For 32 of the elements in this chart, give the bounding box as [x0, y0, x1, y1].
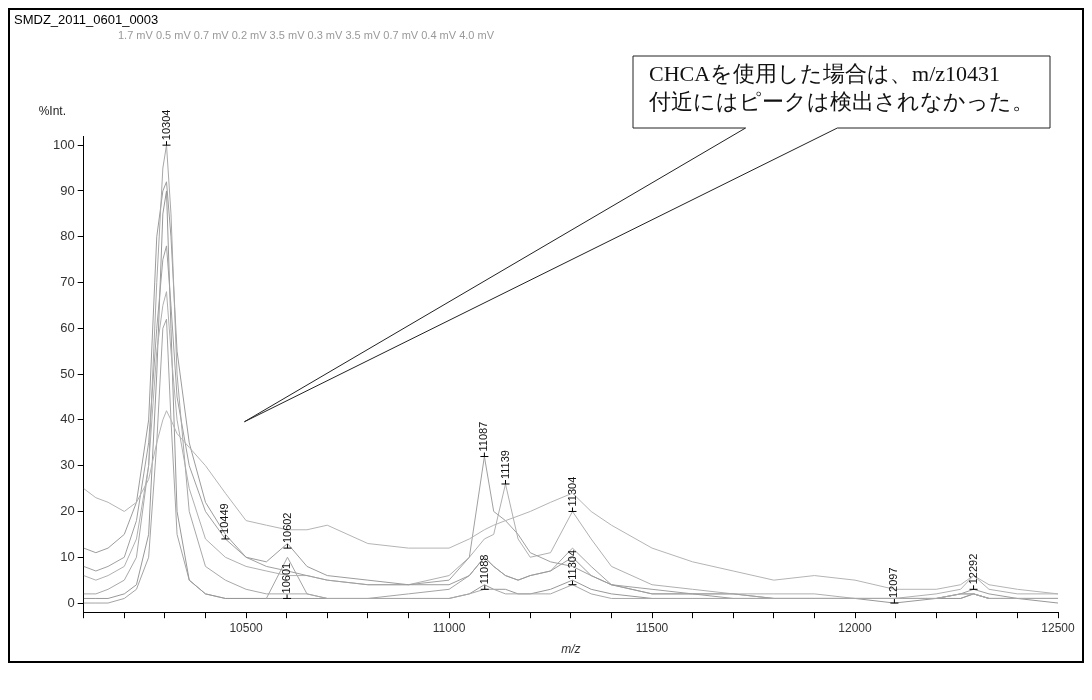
text: CHCAを使用した場合は、m/z10431 付近にはピークは検出されなかった。	[648, 60, 1034, 114]
chart-title: SMDZ_2011_0601_0003	[13, 11, 160, 27]
x-tick-label: 11500	[635, 620, 669, 635]
x-tick-label: 10500	[229, 620, 264, 635]
annotation: 12097	[887, 567, 900, 599]
x-tick-label: 11000	[432, 620, 466, 635]
annotation: 10304	[159, 109, 172, 141]
chart-subtitle: 1.7 mV 0.5 mV 0.7 mV 0.2 mV 3.5 mV 0.3 mV 3.5 mV 0.7 mV 0.4 mV 4.0 mV	[117, 29, 494, 41]
annotation: 10602	[280, 512, 293, 544]
y-tick-label: 10	[60, 548, 75, 564]
annotation: 11087	[477, 421, 490, 452]
annotation: 11139	[498, 450, 511, 479]
annotation: 11088	[477, 554, 490, 585]
y-tick-label: 100	[52, 136, 75, 152]
y-tick-label: 30	[60, 457, 75, 473]
y-tick-label: 60	[60, 319, 75, 335]
x-tick-label: 12500	[1041, 620, 1076, 635]
y-tick-label: 70	[60, 274, 75, 290]
y-tick-label: 80	[60, 228, 75, 244]
y-tick-label: 20	[60, 503, 75, 519]
annotation: 12292	[966, 553, 979, 585]
x-tick-label: 12000	[838, 620, 873, 635]
annotation: 10601	[280, 562, 293, 594]
y-tick-label: 0	[67, 594, 75, 610]
annotation: 11304	[565, 549, 578, 580]
annotation: 10449	[218, 503, 231, 534]
y-tick-label: 90	[60, 182, 75, 198]
y-tick-label: 40	[60, 411, 75, 427]
y-axis-title: %Int.	[38, 104, 67, 119]
y-tick-label: 50	[60, 365, 75, 381]
x-axis-title: m/z	[561, 642, 581, 657]
annotation: 11304	[565, 476, 578, 507]
